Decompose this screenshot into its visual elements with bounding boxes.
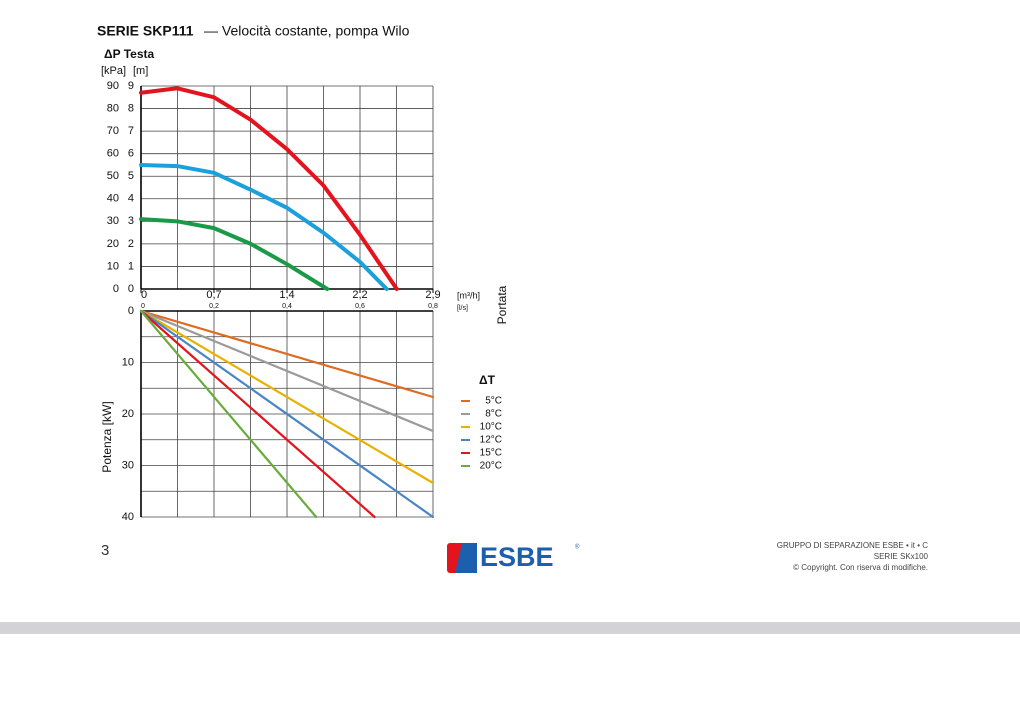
y-tick-label: 20 [107, 238, 119, 250]
x2-tick-label: 0,6 [355, 303, 365, 310]
y-tick-label: 40 [122, 511, 134, 523]
series-title: SERIE SKP111 [97, 23, 194, 39]
footer-line: © Copyright. Con riserva di modifiche. [793, 563, 928, 572]
page-number: 3 [101, 542, 109, 559]
x2-tick-label: 0,2 [209, 303, 219, 310]
series-line [139, 309, 435, 519]
x-tick-label: 1,4 [279, 289, 294, 301]
y2-tick-label: 1 [128, 260, 134, 272]
y2-tick-label: 7 [128, 125, 134, 137]
y-tick-label: 0 [113, 283, 119, 295]
legend-title: ΔT [479, 373, 496, 387]
footer-line: GRUPPO DI SEPARAZIONE ESBE • it • C [777, 541, 928, 550]
legend-label: 10°C [480, 422, 502, 433]
y-tick-label: 10 [122, 356, 134, 368]
y-tick-label: 70 [107, 125, 119, 137]
y2-tick-label: 3 [128, 215, 134, 227]
series-line [139, 86, 399, 291]
series-line [139, 309, 435, 485]
subtitle: — Velocità costante, pompa Wilo [204, 23, 410, 39]
y2-unit: [m] [133, 65, 148, 77]
y-tick-label: 10 [107, 260, 119, 272]
logo-mark: ® [575, 544, 580, 551]
y2-tick-label: 0 [128, 283, 134, 295]
series-line [139, 309, 376, 519]
y2-tick-label: 2 [128, 238, 134, 250]
x2-tick-label: 0,8 [428, 303, 438, 310]
axis-title: ΔP Testa [104, 47, 155, 61]
series-line [139, 309, 435, 399]
y2-tick-label: 8 [128, 102, 134, 114]
legend-label: 8°C [485, 409, 502, 420]
legend-label: 20°C [480, 461, 502, 472]
y-tick-label: 30 [122, 459, 134, 471]
series-line [139, 309, 435, 433]
logo: ESBE ® [447, 542, 580, 573]
x2-tick-label: 0 [141, 303, 145, 310]
y-tick-label: 40 [107, 193, 119, 205]
y-unit: [kPa] [101, 65, 126, 77]
y-tick-label: 30 [107, 215, 119, 227]
y-tick-label: 50 [107, 170, 119, 182]
series-line [139, 162, 389, 291]
y-title: Potenza [kW] [100, 401, 114, 472]
x-unit: [m³/h] [457, 290, 480, 300]
legend-label: 5°C [485, 396, 502, 407]
y-tick-label: 90 [107, 80, 119, 92]
y2-tick-label: 5 [128, 170, 134, 182]
y-tick-label: 60 [107, 148, 119, 160]
legend-label: 15°C [480, 448, 502, 459]
x-tick-label: 2,2 [352, 289, 367, 301]
y-tick-label: 80 [107, 102, 119, 114]
y2-tick-label: 4 [128, 193, 134, 205]
x2-tick-label: 0,4 [282, 303, 292, 310]
x-title: Portata [495, 285, 509, 324]
series-line [139, 309, 318, 519]
legend-label: 12°C [480, 435, 502, 446]
x2-unit: [l/s] [457, 305, 468, 312]
y-tick-label: 0 [128, 305, 134, 317]
y-tick-label: 20 [122, 408, 134, 420]
x-tick-label: 0 [141, 289, 147, 301]
logo-icon-part [455, 543, 477, 573]
y2-tick-label: 9 [128, 80, 134, 92]
footer-line: SERIE SKx100 [874, 552, 929, 561]
logo-text: ESBE [480, 542, 554, 572]
series-line [139, 217, 330, 291]
y2-tick-label: 6 [128, 148, 134, 160]
x-tick-label: 2,9 [425, 289, 440, 301]
x-tick-label: 0,7 [206, 289, 221, 301]
bottom-band [0, 622, 1020, 634]
